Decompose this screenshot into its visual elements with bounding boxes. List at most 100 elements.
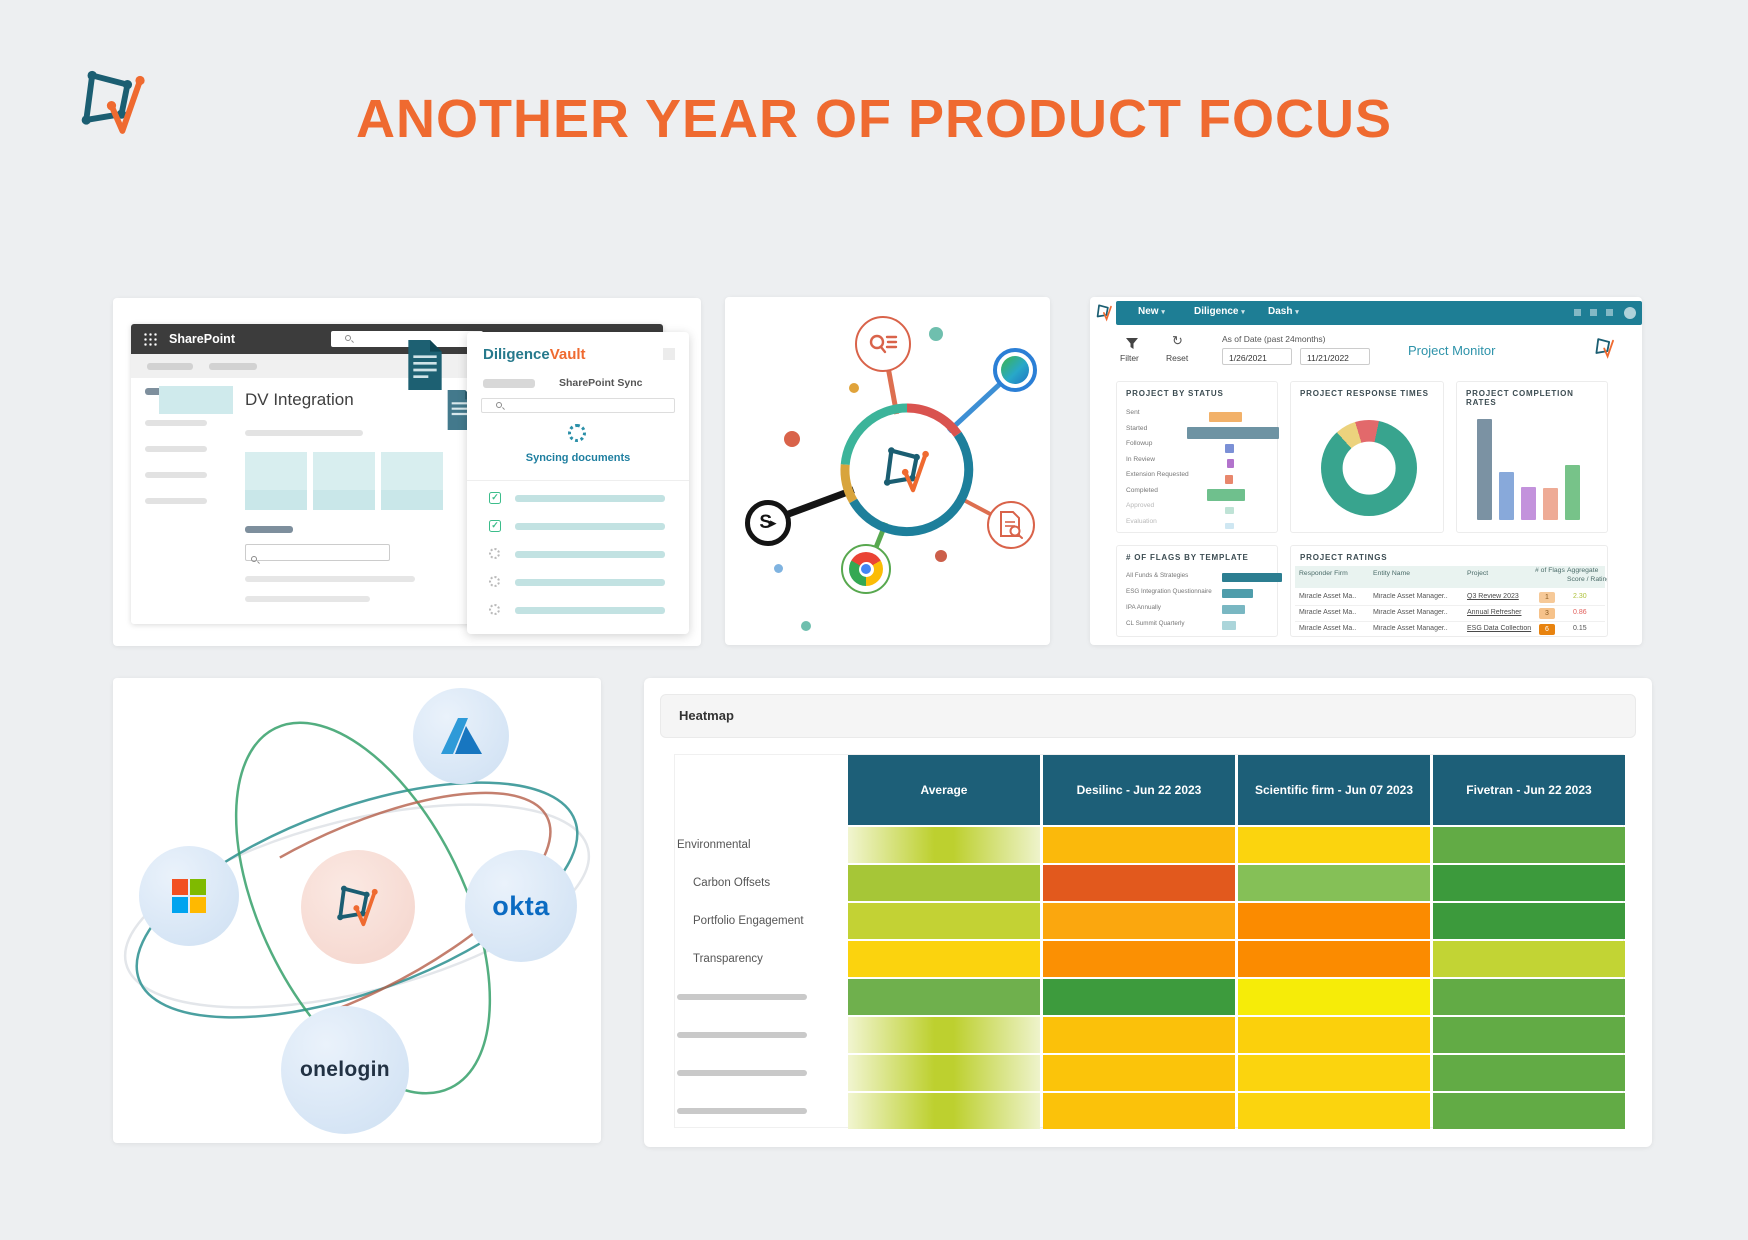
heatmap-cell[interactable] <box>1433 1017 1625 1053</box>
reset-label[interactable]: Reset <box>1166 353 1189 363</box>
completion-bar <box>1521 487 1536 520</box>
heatmap-panel: Heatmap Average Desilinc - Jun 22 2023 Sci… <box>644 678 1652 1147</box>
popup-search-input[interactable] <box>481 398 675 413</box>
file-placeholder-bar <box>515 579 665 586</box>
label-placeholder-bar <box>677 994 807 1000</box>
heatmap-cell[interactable] <box>1043 1017 1235 1053</box>
heatmap-cell[interactable] <box>1043 865 1235 901</box>
heatmap-cell[interactable] <box>848 865 1040 901</box>
flag-count-badge: 6 <box>1539 624 1555 635</box>
filter-icon[interactable] <box>1126 337 1138 355</box>
heatmap-cell[interactable] <box>1043 1093 1235 1129</box>
heatmap-row-label <box>677 1017 827 1053</box>
flag-count-badge: 1 <box>1539 592 1555 603</box>
flags-by-template-card: # OF FLAGS BY TEMPLATE All Funds & Strat… <box>1116 545 1282 637</box>
window-control-icon[interactable] <box>1590 309 1597 316</box>
status-label: Evaluation <box>1126 517 1157 525</box>
flags-bar <box>1222 605 1245 614</box>
sharepoint-search-input[interactable] <box>331 331 483 347</box>
heatmap-cell[interactable] <box>1433 827 1625 863</box>
heatmap-cell[interactable] <box>1043 1055 1235 1091</box>
status-row: Followup <box>1126 437 1271 453</box>
project-link[interactable]: Annual Refresher <box>1467 609 1522 616</box>
flags-label: ESG Integration Questionnaire <box>1126 588 1212 595</box>
flags-bar <box>1222 621 1236 630</box>
heatmap-cell[interactable] <box>848 827 1040 863</box>
microsoft-node <box>139 846 239 946</box>
label-placeholder-bar <box>677 1032 807 1038</box>
date-from-input[interactable]: 1/26/2021 <box>1222 348 1292 365</box>
project-link[interactable]: Q3 Review 2023 <box>1467 593 1519 600</box>
heatmap-cell[interactable] <box>1238 865 1430 901</box>
window-control-icon[interactable] <box>1574 309 1581 316</box>
nav-menu-new[interactable]: New ▾ <box>1138 306 1165 317</box>
heatmap-cell[interactable] <box>1433 979 1625 1015</box>
heatmap-cell[interactable] <box>1043 827 1235 863</box>
orbit-paths <box>123 721 591 1095</box>
status-bar <box>1187 426 1279 439</box>
nav-menu-diligence[interactable]: Diligence ▾ <box>1194 306 1245 317</box>
heatmap-title: Heatmap <box>679 708 734 723</box>
sp-content-search-input[interactable] <box>245 544 390 562</box>
heatmap-row-label <box>677 1093 827 1129</box>
waffle-menu-icon[interactable] <box>143 332 157 346</box>
heatmap-cell[interactable] <box>1433 941 1625 977</box>
flags-cell: 3 <box>1539 608 1563 619</box>
heatmap-row-label: Environmental <box>677 839 751 851</box>
responder-cell: Miracle Asset Ma.. <box>1299 593 1357 600</box>
heatmap-cell[interactable] <box>1238 979 1430 1015</box>
toolbar-placeholder <box>147 363 193 370</box>
completion-bar <box>1543 488 1558 520</box>
status-label: Approved <box>1126 502 1155 509</box>
status-label: In Review <box>1126 455 1155 463</box>
heatmap-cell[interactable] <box>848 1093 1040 1129</box>
filter-label[interactable]: Filter <box>1120 353 1139 363</box>
ratings-row: Miracle Asset Ma.. Miracle Asset Manager.… <box>1295 606 1605 622</box>
heatmap-table: Average Desilinc - Jun 22 2023 Scientific … <box>674 754 1625 1129</box>
heatmap-cell[interactable] <box>1238 903 1430 939</box>
heatmap-cell[interactable] <box>848 903 1040 939</box>
slide-title: ANOTHER YEAR OF PRODUCT FOCUS <box>355 89 1393 149</box>
heatmap-cell[interactable] <box>1433 1093 1625 1129</box>
heatmap-row-label: Portfolio Engagement <box>693 915 804 927</box>
heatmap-cell[interactable] <box>1238 1093 1430 1129</box>
heatmap-cell[interactable] <box>848 941 1040 977</box>
nav-menu-dash[interactable]: Dash ▾ <box>1268 306 1299 317</box>
status-row: Extension Requested <box>1126 468 1271 484</box>
heatmap-cell[interactable] <box>1043 941 1235 977</box>
entity-cell: Miracle Asset Manager.. <box>1373 625 1448 632</box>
sync-file-row: ✓ <box>467 518 689 538</box>
heatmap-row-label: Carbon Offsets <box>693 877 771 889</box>
flags-cell: 1 <box>1539 592 1563 603</box>
status-row: Evaluation <box>1126 515 1271 530</box>
date-to-input[interactable]: 11/21/2022 <box>1300 348 1370 365</box>
account-avatar[interactable] <box>1624 307 1636 319</box>
document-card[interactable] <box>313 452 375 510</box>
heatmap-cell[interactable] <box>1433 865 1625 901</box>
heatmap-cell[interactable] <box>848 979 1040 1015</box>
heatmap-cell[interactable] <box>1238 1017 1430 1053</box>
flags-row: All Funds & Strategies <box>1126 570 1282 585</box>
heatmap-cell[interactable] <box>848 1055 1040 1091</box>
score-cell: 0.15 <box>1573 625 1587 632</box>
heatmap-cell[interactable] <box>1433 903 1625 939</box>
heatmap-cell[interactable] <box>1238 1055 1430 1091</box>
popup-menu-icon[interactable] <box>663 348 675 360</box>
sync-title: SharePoint Sync <box>559 377 643 389</box>
heatmap-cell[interactable] <box>1043 903 1235 939</box>
search-icon <box>251 556 257 562</box>
document-card[interactable] <box>381 452 443 510</box>
heatmap-cell[interactable] <box>1433 1055 1625 1091</box>
reset-icon[interactable]: ↻ <box>1172 333 1183 348</box>
heatmap-header-bar: Heatmap <box>660 694 1636 738</box>
divider <box>467 480 689 481</box>
project-by-status-card: PROJECT BY STATUS Sent Started Followup In … <box>1116 381 1279 533</box>
document-card[interactable] <box>245 452 307 510</box>
sidebar-placeholder <box>145 446 207 452</box>
heatmap-cell[interactable] <box>1043 979 1235 1015</box>
window-control-icon[interactable] <box>1606 309 1613 316</box>
heatmap-cell[interactable] <box>1238 941 1430 977</box>
heatmap-cell[interactable] <box>848 1017 1040 1053</box>
project-link[interactable]: ESG Data Collection <box>1467 625 1532 632</box>
heatmap-cell[interactable] <box>1238 827 1430 863</box>
